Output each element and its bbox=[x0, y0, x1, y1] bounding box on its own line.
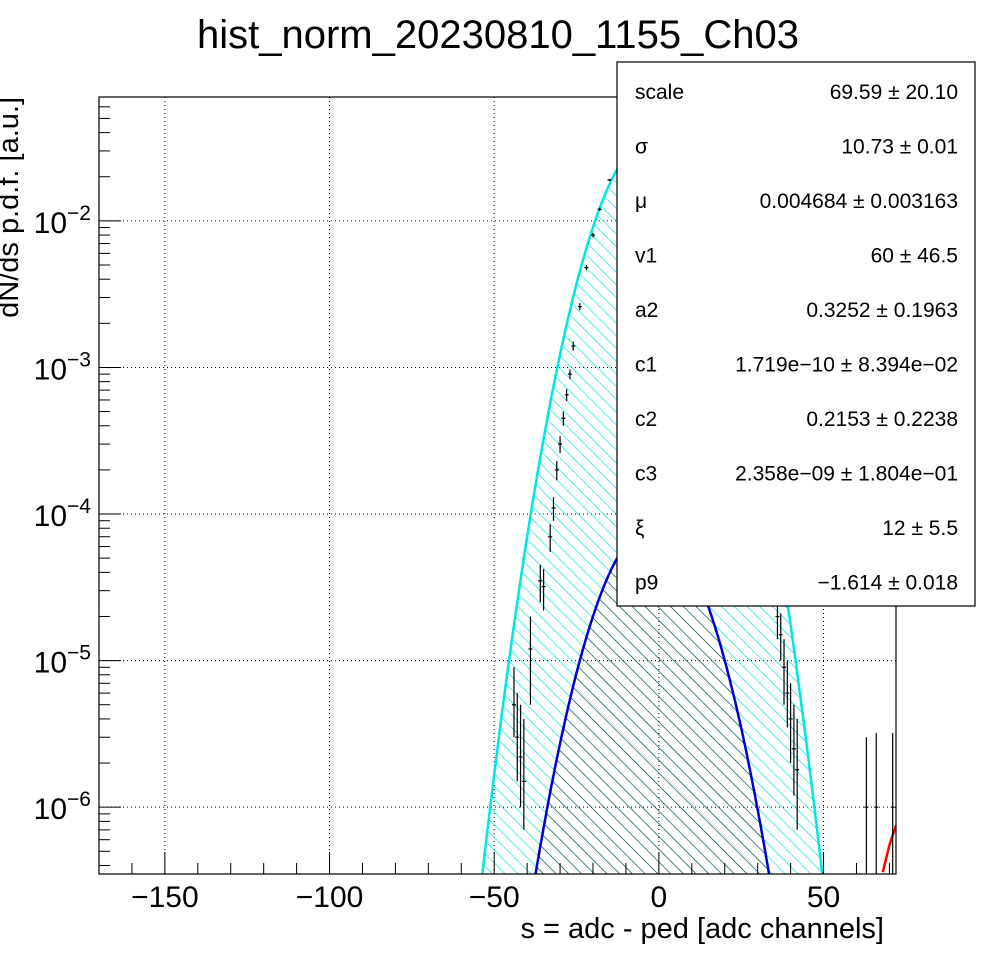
fit-parameters-box: scale 69.59 ± 20.10 σ 10.73 ± 0.01 μ 0.004684… bbox=[616, 61, 976, 607]
chart-title: hist_norm_20230810_1155_Ch03 bbox=[197, 13, 799, 57]
fit-curve-tail bbox=[881, 825, 896, 873]
data-point bbox=[561, 411, 566, 426]
x-tick-label: 0 bbox=[651, 881, 668, 914]
data-point bbox=[890, 733, 895, 874]
fit-curve-component bbox=[534, 525, 771, 874]
data-point bbox=[548, 524, 553, 553]
x-tick-label: −150 bbox=[131, 881, 199, 914]
stat-param-name: μ bbox=[635, 190, 647, 213]
x-axis-label: s = adc - ped [adc channels] bbox=[520, 913, 884, 945]
data-point bbox=[564, 389, 569, 402]
data-points bbox=[511, 144, 895, 874]
data-point bbox=[554, 461, 559, 481]
data-point bbox=[518, 704, 523, 808]
data-point bbox=[584, 264, 589, 271]
stat-param-value: 10.73 ± 0.01 bbox=[841, 136, 958, 159]
data-point bbox=[791, 704, 796, 796]
data-point bbox=[591, 232, 596, 238]
stat-param-name: v1 bbox=[635, 245, 657, 268]
stat-param-name: a2 bbox=[635, 299, 658, 322]
data-point bbox=[521, 718, 526, 830]
data-point bbox=[778, 613, 783, 661]
data-point bbox=[577, 303, 582, 311]
stat-param-name: c1 bbox=[635, 354, 657, 377]
stat-param-value: 1.719e−10 ± 8.394e−02 bbox=[735, 354, 958, 377]
data-point bbox=[874, 733, 879, 874]
data-point bbox=[864, 737, 869, 874]
stat-param-value: 69.59 ± 20.10 bbox=[830, 81, 958, 104]
data-point bbox=[541, 569, 546, 611]
stat-param-name: scale bbox=[635, 81, 684, 104]
stats-box-frame bbox=[616, 61, 976, 607]
y-tick-label: 10−4 bbox=[34, 495, 92, 533]
data-point bbox=[511, 667, 516, 738]
x-axis: −150 −100 −50 0 50 bbox=[98, 852, 890, 914]
data-point bbox=[558, 436, 563, 454]
y-axis-label: dN/ds p.d.f. [a.u.] bbox=[0, 97, 25, 318]
data-point bbox=[538, 564, 543, 603]
stat-param-value: 0.2153 ± 0.2238 bbox=[806, 408, 958, 431]
y-tick-label: 10−5 bbox=[34, 642, 91, 680]
data-point bbox=[528, 616, 533, 705]
stat-param-name: c2 bbox=[635, 408, 657, 431]
data-point bbox=[795, 718, 800, 830]
stat-param-name: σ bbox=[635, 136, 648, 159]
stat-param-name: ξ bbox=[635, 517, 644, 540]
data-point bbox=[515, 693, 520, 782]
x-tick-label: −100 bbox=[296, 881, 364, 914]
y-tick-label: 10−3 bbox=[34, 348, 91, 386]
data-point bbox=[607, 179, 612, 182]
data-point bbox=[782, 639, 787, 705]
stat-param-value: −1.614 ± 0.018 bbox=[817, 572, 958, 595]
stat-param-value: 0.3252 ± 0.1963 bbox=[806, 299, 958, 322]
y-axis: 10−6 10−5 10−4 10−3 10−2 bbox=[34, 96, 121, 866]
stat-param-name: c3 bbox=[635, 463, 657, 486]
data-point bbox=[785, 660, 790, 728]
x-tick-label: 50 bbox=[807, 881, 840, 914]
stat-param-name: p9 bbox=[635, 572, 658, 595]
y-tick-label: 10−6 bbox=[34, 788, 91, 826]
x-tick-label: −50 bbox=[469, 881, 520, 914]
y-tick-label: 10−2 bbox=[34, 202, 91, 240]
stat-param-value: 12 ± 5.5 bbox=[882, 517, 958, 540]
data-point bbox=[571, 341, 576, 351]
data-point bbox=[567, 369, 572, 380]
data-point bbox=[551, 497, 556, 521]
data-point bbox=[788, 683, 793, 764]
stat-param-value: 0.004684 ± 0.003163 bbox=[760, 190, 958, 213]
stat-param-value: 2.358e−09 ± 1.804e−01 bbox=[735, 463, 958, 486]
stat-param-value: 60 ± 46.5 bbox=[871, 245, 958, 268]
data-point bbox=[597, 207, 602, 211]
